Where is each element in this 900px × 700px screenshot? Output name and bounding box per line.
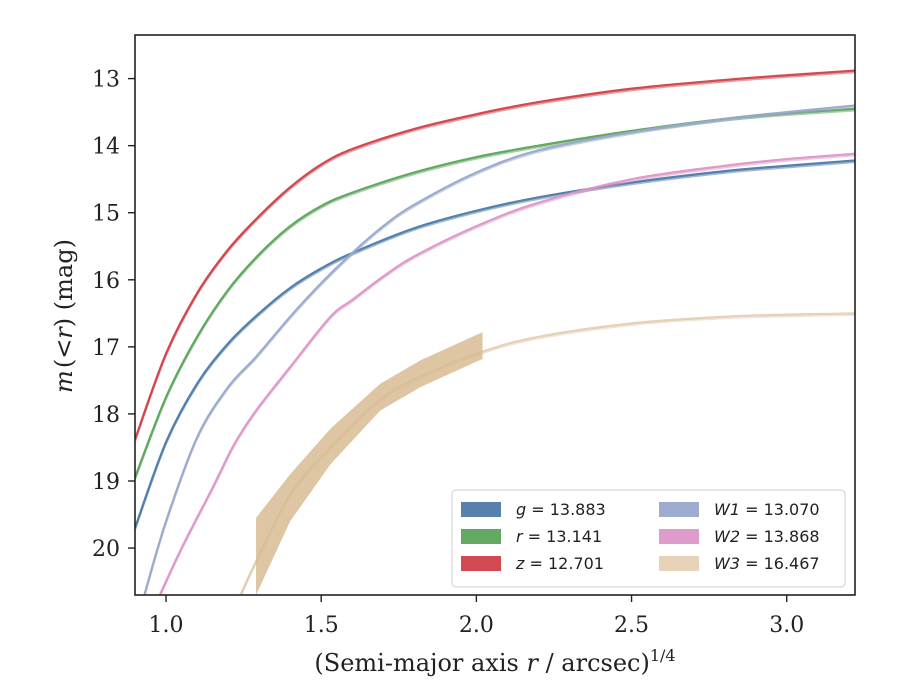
series-z <box>135 69 855 442</box>
y-tick-label: 13 <box>92 68 120 93</box>
series-z-envelope <box>135 71 855 442</box>
legend-label-w2: W2 = 13.868 <box>714 527 820 546</box>
series-w3-line <box>239 312 855 595</box>
legend-label-w1: W1 = 13.070 <box>714 500 820 519</box>
x-tick-label: 1.0 <box>149 613 184 638</box>
y-tick-label: 17 <box>92 336 120 361</box>
series-w2 <box>158 152 855 595</box>
series-layer <box>135 69 855 595</box>
legend: g = 13.883 r = 13.141 z = 12.701 W1 = 13.07… <box>451 489 846 588</box>
series-g <box>135 159 855 530</box>
y-tick-label: 14 <box>92 135 120 160</box>
y-tick-label: 15 <box>92 202 120 227</box>
y-tick-label: 19 <box>92 470 120 495</box>
x-tick-label: 2.5 <box>614 613 649 638</box>
legend-swatch-w2 <box>659 529 699 544</box>
legend-swatch-r <box>461 529 501 544</box>
legend-item-g: g = 13.883 <box>461 500 606 519</box>
legend-swatch-z <box>461 556 501 571</box>
legend-swatch-w3 <box>659 556 699 571</box>
series-z-line <box>135 69 855 440</box>
legend-label-g: g = 13.883 <box>516 500 606 519</box>
legend-box <box>451 489 846 588</box>
legend-item-w1: W1 = 13.070 <box>659 500 820 519</box>
x-axis-label: (Semi-major axis r / arcsec)1/4 <box>314 646 675 677</box>
y-axis-label: m(<r) (mag) <box>50 239 78 393</box>
series-w3-band <box>256 332 483 595</box>
legend-item-w3: W3 = 16.467 <box>659 554 820 573</box>
y-tick-label: 20 <box>92 537 120 562</box>
x-tick-label: 1.5 <box>304 613 339 638</box>
series-w1 <box>143 104 855 595</box>
y-tick-label: 16 <box>92 269 120 294</box>
legend-item-w2: W2 = 13.868 <box>659 527 820 546</box>
plot-frame <box>134 34 856 596</box>
series-g-line <box>135 159 855 529</box>
legend-label-z: z = 12.701 <box>515 554 604 573</box>
axes-layer: 1.0 1.5 2.0 2.5 3.0 13 14 15 16 17 18 19 20 <box>92 34 856 638</box>
series-g-envelope <box>135 160 855 530</box>
legend-label-r: r = 13.141 <box>516 527 602 546</box>
x-tick-label: 3.0 <box>769 613 804 638</box>
series-w2-line <box>158 152 855 595</box>
legend-swatch-g <box>461 502 501 517</box>
x-tick-label: 2.0 <box>459 613 494 638</box>
legend-item-z: z = 12.701 <box>461 554 604 573</box>
legend-item-r: r = 13.141 <box>461 527 602 546</box>
y-tick-label: 18 <box>92 403 120 428</box>
legend-swatch-w1 <box>659 502 699 517</box>
legend-label-w3: W3 = 16.467 <box>714 554 820 573</box>
series-w1-line <box>143 104 855 595</box>
series-w3 <box>239 312 855 595</box>
